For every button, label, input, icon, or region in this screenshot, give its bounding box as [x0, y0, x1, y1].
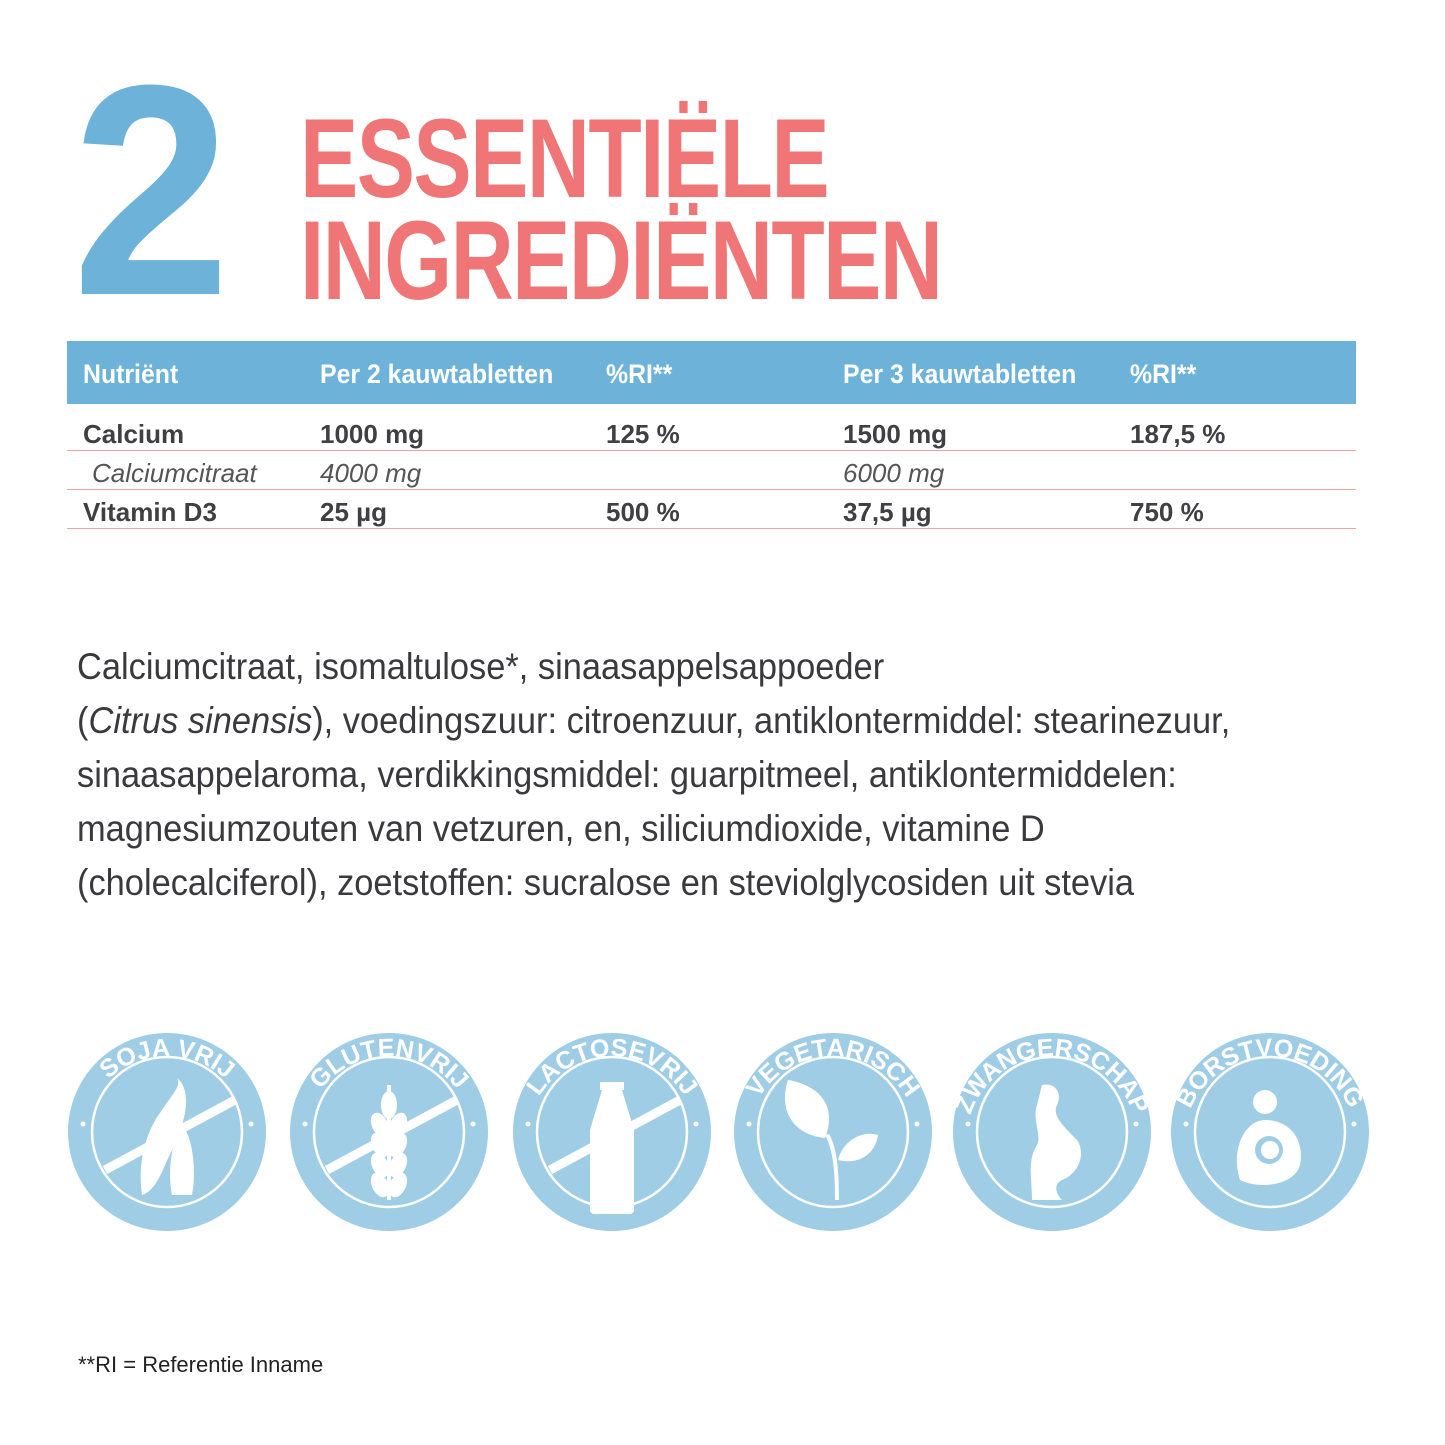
ingredients-line: magnesiumzouten van vetzuren, en, silici…	[77, 808, 1045, 849]
ingredients-line: (Citrus sinensis), voedingszuur: citroen…	[77, 694, 1230, 748]
table-row: Vitamin D3 25 µg 500 % 37,5 µg 750 %	[67, 490, 1356, 529]
cell: 25 µg	[320, 497, 388, 527]
table-row: Calcium 1000 mg 125 % 1500 mg 187,5 %	[67, 412, 1356, 451]
heading-line-1: ESSENTIËLE	[300, 96, 830, 221]
ingredients-line: sinaasappelaroma, verdikkingsmiddel: gua…	[77, 754, 1177, 795]
text: ), voedingszuur: citroenzuur, antiklonte…	[312, 700, 1231, 741]
table-header: Nutriënt Per 2 kauwtabletten %RI** Per 3…	[67, 341, 1356, 404]
cell: 125 %	[606, 419, 680, 449]
cell: 37,5 µg	[843, 497, 932, 527]
badge-lactosevrij: LACTOSEVRIJ	[510, 1030, 714, 1234]
footnote: **RI = Referentie Inname	[78, 1352, 324, 1377]
cell: Calcium	[83, 419, 185, 449]
leaf-sprout-icon	[784, 1080, 878, 1200]
header-per-2: Per 2 kauwtabletten	[320, 359, 554, 389]
badge-row: SOJA VRIJ GLUTENVRIJ LACTOSEVRIJ VEGETARISC…	[0, 1030, 1445, 1240]
badge-zwangerschap: ZWANGERSCHAP	[950, 1030, 1154, 1234]
header-ri-2: %RI**	[606, 359, 673, 389]
heading-line-2: INGREDIËNTEN	[300, 198, 943, 323]
badge-glutenvrij: GLUTENVRIJ	[287, 1030, 491, 1234]
cell: 1500 mg	[843, 419, 948, 449]
heading-number: 2	[72, 22, 231, 358]
badge-vegetarisch: VEGETARISCH	[731, 1030, 935, 1234]
cell: 500 %	[606, 497, 680, 527]
cell: 750 %	[1130, 497, 1204, 527]
wheat-icon	[370, 1085, 408, 1200]
ingredients-line: (cholecalciferol), zoetstoffen: sucralos…	[77, 862, 1135, 903]
milk-bottle-icon	[590, 1082, 634, 1214]
header-ri-3: %RI**	[1130, 359, 1197, 389]
badge-soja-vrij: SOJA VRIJ	[65, 1030, 269, 1234]
text: (	[77, 700, 89, 741]
breastfeeding-icon	[1236, 1090, 1301, 1185]
cell: 4000 mg	[320, 458, 422, 488]
latin-name: Citrus sinensis	[88, 700, 313, 741]
cell: Calciumcitraat	[92, 458, 257, 488]
ingredients-line: Calciumcitraat, isomaltulose*, sinaasapp…	[77, 646, 885, 687]
cell: Vitamin D3	[83, 497, 217, 527]
header-per-3: Per 3 kauwtabletten	[843, 359, 1077, 389]
nutrient-table: Nutriënt Per 2 kauwtabletten %RI** Per 3…	[67, 341, 1356, 529]
header-nutrient: Nutriënt	[83, 359, 179, 389]
badge-borstvoeding: BORSTVOEDING	[1168, 1030, 1372, 1234]
table-row: Calciumcitraat 4000 mg 6000 mg	[67, 451, 1356, 490]
cell: 1000 mg	[320, 419, 425, 449]
cell: 187,5 %	[1130, 419, 1226, 449]
cell: 6000 mg	[843, 458, 945, 488]
pregnant-icon	[1030, 1084, 1082, 1200]
ingredients-text: Calciumcitraat, isomaltulose*, sinaasapp…	[77, 640, 1317, 910]
soybean-icon	[140, 1078, 194, 1195]
